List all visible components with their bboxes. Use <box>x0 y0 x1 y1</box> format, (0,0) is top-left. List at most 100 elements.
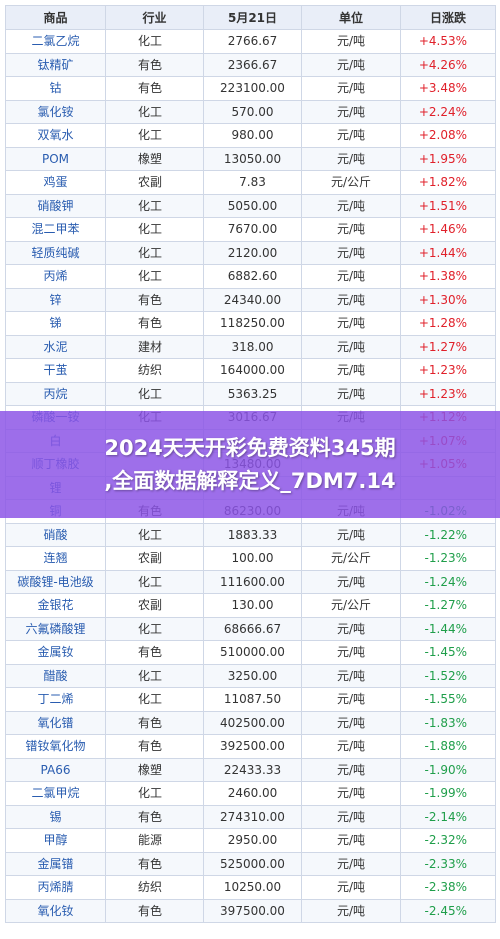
commodity-name-cell[interactable]: 甲醇 <box>5 828 106 853</box>
commodity-name-cell[interactable]: 丁二烯 <box>5 687 106 712</box>
price-cell: 525000.00 <box>203 851 302 876</box>
industry-cell: 纺织 <box>105 875 204 900</box>
commodity-name-cell[interactable]: 混二甲苯 <box>5 217 106 242</box>
commodity-name-cell[interactable]: POM <box>5 146 106 171</box>
table-row: 丙烯 化工 6882.60 元/吨 +1.38% <box>5 264 496 289</box>
commodity-name-cell[interactable]: 二氯乙烷 <box>5 29 106 54</box>
table-row: 硝酸钾 化工 5050.00 元/吨 +1.51% <box>5 193 496 218</box>
commodity-name-cell[interactable]: 金属镨 <box>5 851 106 876</box>
table-row: 氧化钕 有色 397500.00 元/吨 -2.45% <box>5 898 496 923</box>
commodity-name-cell[interactable]: 轻质纯碱 <box>5 240 106 265</box>
change-cell: +2.08% <box>400 123 496 148</box>
unit-cell: 元/公斤 <box>301 546 401 571</box>
price-cell: 130.00 <box>203 593 302 618</box>
header-unit: 单位 <box>301 5 401 30</box>
commodity-name-cell[interactable]: 双氧水 <box>5 123 106 148</box>
unit-cell: 元/吨 <box>301 616 401 641</box>
commodity-name-cell[interactable]: 水泥 <box>5 334 106 359</box>
price-cell: 13050.00 <box>203 146 302 171</box>
price-cell: 392500.00 <box>203 734 302 759</box>
price-cell: 2460.00 <box>203 781 302 806</box>
commodity-name-cell[interactable]: 连翘 <box>5 546 106 571</box>
change-cell: -1.24% <box>400 569 496 594</box>
commodity-name-cell[interactable]: 氧化钕 <box>5 898 106 923</box>
industry-cell: 有色 <box>105 640 204 665</box>
price-cell: 7670.00 <box>203 217 302 242</box>
unit-cell: 元/吨 <box>301 569 401 594</box>
change-cell: +1.44% <box>400 240 496 265</box>
commodity-name-cell[interactable]: 干茧 <box>5 358 106 383</box>
table-row: 锑有色 118250.00 元/吨 +1.28% <box>5 311 496 336</box>
change-cell: -1.55% <box>400 687 496 712</box>
commodity-name-cell[interactable]: PA66 <box>5 757 106 782</box>
header-commodity: 商品 <box>5 5 106 30</box>
table-row: 钛精矿 有色 2366.67 元/吨 +4.26% <box>5 52 496 77</box>
commodity-name-cell[interactable]: 鸡蛋 <box>5 170 106 195</box>
commodity-name-cell[interactable]: 二氯甲烷 <box>5 781 106 806</box>
industry-cell: 有色 <box>105 287 204 312</box>
commodity-name-cell[interactable]: 碳酸锂-电池级 <box>5 569 106 594</box>
industry-cell: 农副 <box>105 170 204 195</box>
change-cell: +1.23% <box>400 381 496 406</box>
table-row: 连翘 农副 100.00 元/公斤 -1.23% <box>5 546 496 571</box>
unit-cell: 元/吨 <box>301 663 401 688</box>
commodity-name-cell[interactable]: 丙烯 <box>5 264 106 289</box>
industry-cell: 有色 <box>105 76 204 101</box>
change-cell: -1.27% <box>400 593 496 618</box>
price-cell: 223100.00 <box>203 76 302 101</box>
price-cell: 10250.00 <box>203 875 302 900</box>
commodity-name-cell[interactable]: 锡 <box>5 804 106 829</box>
commodity-name-cell[interactable]: 丙烯腈 <box>5 875 106 900</box>
commodity-name-cell[interactable]: 六氟磷酸锂 <box>5 616 106 641</box>
unit-cell: 元/吨 <box>301 217 401 242</box>
change-cell: +4.26% <box>400 52 496 77</box>
header-industry: 行业 <box>105 5 204 30</box>
banner-title-line-1: 2024天天开彩免费资料345期 <box>104 435 396 460</box>
industry-cell: 化工 <box>105 687 204 712</box>
industry-cell: 化工 <box>105 123 204 148</box>
header-price-date: 5月21日 <box>203 5 302 30</box>
industry-cell: 化工 <box>105 99 204 124</box>
table-row: 水泥 建材 318.00 元/吨 +1.27% <box>5 334 496 359</box>
change-cell: +1.82% <box>400 170 496 195</box>
unit-cell: 元/吨 <box>301 757 401 782</box>
price-cell: 7.83 <box>203 170 302 195</box>
price-cell: 2366.67 <box>203 52 302 77</box>
change-cell: -1.83% <box>400 710 496 735</box>
commodity-name-cell[interactable]: 氯化铵 <box>5 99 106 124</box>
commodity-price-table: 商品 行业 5月21日 单位 日涨跌 二氯乙烷 化工 2766.67 元/吨 +4.53… <box>5 5 496 923</box>
unit-cell: 元/吨 <box>301 687 401 712</box>
unit-cell: 元/吨 <box>301 381 401 406</box>
price-cell: 318.00 <box>203 334 302 359</box>
price-cell: 510000.00 <box>203 640 302 665</box>
commodity-name-cell[interactable]: 金银花 <box>5 593 106 618</box>
unit-cell: 元/吨 <box>301 29 401 54</box>
commodity-name-cell[interactable]: 锌 <box>5 287 106 312</box>
industry-cell: 农副 <box>105 546 204 571</box>
commodity-name-cell[interactable]: 钴 <box>5 76 106 101</box>
price-cell: 2950.00 <box>203 828 302 853</box>
commodity-name-cell[interactable]: 硝酸钾 <box>5 193 106 218</box>
industry-cell: 化工 <box>105 569 204 594</box>
change-cell: +1.95% <box>400 146 496 171</box>
change-cell: -2.33% <box>400 851 496 876</box>
industry-cell: 有色 <box>105 804 204 829</box>
table-row: 丙烯腈 纺织 10250.00 元/吨 -2.38% <box>5 875 496 900</box>
table-row: 二氯甲烷 化工 2460.00 元/吨 -1.99% <box>5 781 496 806</box>
unit-cell: 元/吨 <box>301 358 401 383</box>
change-cell: -1.90% <box>400 757 496 782</box>
commodity-name-cell[interactable]: 醋酸 <box>5 663 106 688</box>
change-cell: -1.99% <box>400 781 496 806</box>
commodity-name-cell[interactable]: 硝酸 <box>5 522 106 547</box>
table-row: 金属镨 有色 525000.00 元/吨 -2.33% <box>5 851 496 876</box>
commodity-name-cell[interactable]: 金属钕 <box>5 640 106 665</box>
commodity-name-cell[interactable]: 氧化镨 <box>5 710 106 735</box>
industry-cell: 化工 <box>105 264 204 289</box>
commodity-name-cell[interactable]: 钛精矿 <box>5 52 106 77</box>
commodity-name-cell[interactable]: 镨钕氧化物 <box>5 734 106 759</box>
commodity-name-cell[interactable]: 锑 <box>5 311 106 336</box>
industry-cell: 有色 <box>105 710 204 735</box>
commodity-name-cell[interactable]: 丙烷 <box>5 381 106 406</box>
price-cell: 22433.33 <box>203 757 302 782</box>
change-cell: -2.32% <box>400 828 496 853</box>
